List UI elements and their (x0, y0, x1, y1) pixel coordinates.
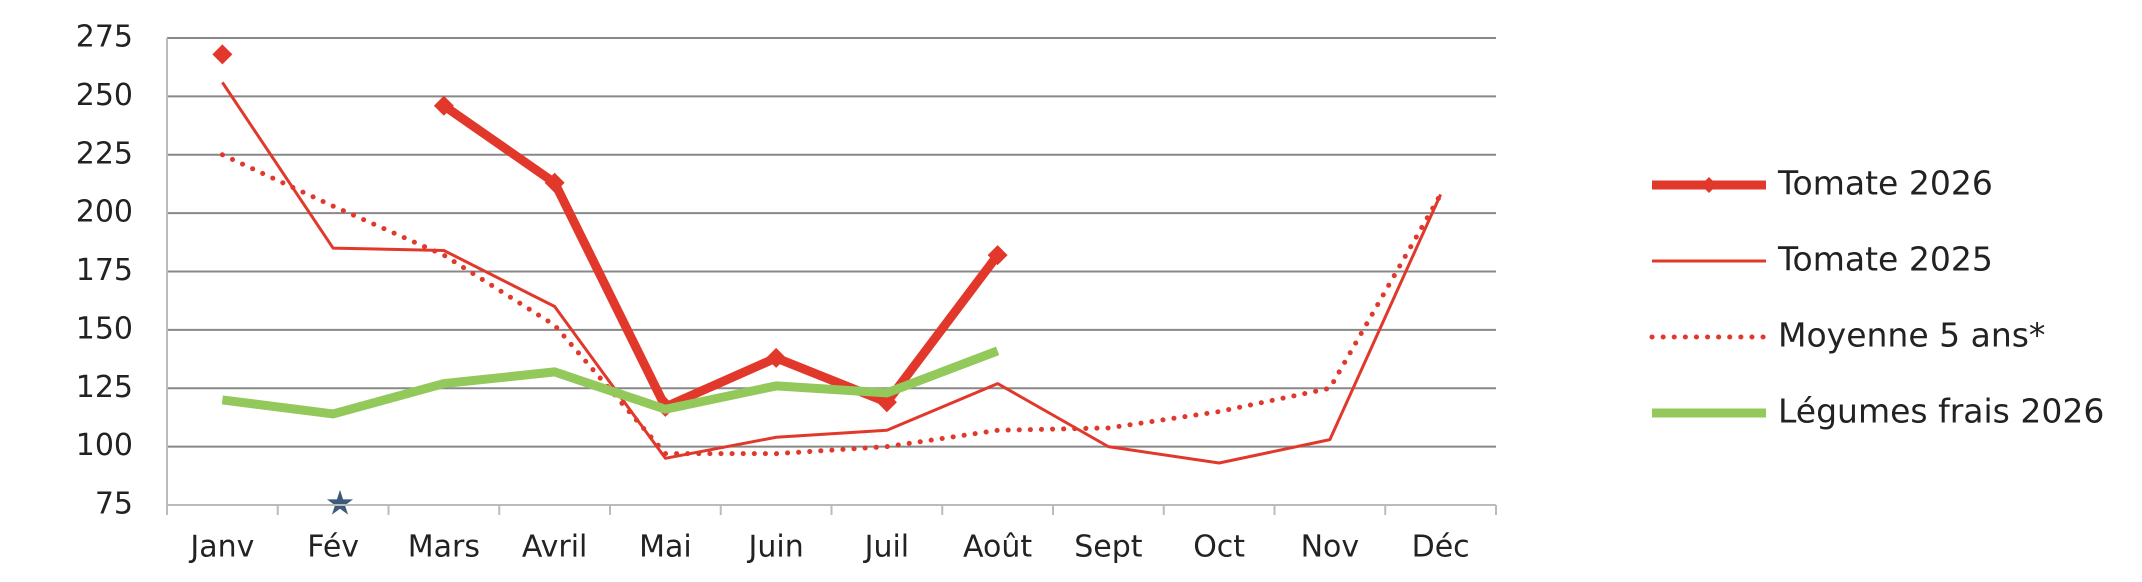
y-tick-label: 150 (76, 311, 133, 346)
legend-label: Tomate 2025 (1777, 240, 1993, 279)
y-tick-label: 275 (76, 20, 133, 55)
y-tick-label: 175 (76, 253, 133, 288)
y-tick-label: 125 (76, 370, 133, 405)
series-line (441, 102, 1002, 412)
series-line (219, 152, 1444, 457)
x-tick-label: Juil (863, 530, 910, 565)
legend-marker (1701, 177, 1717, 193)
x-tick-label: Mai (639, 530, 692, 565)
x-tick-label: Janv (188, 530, 254, 565)
y-tick-label: 100 (76, 428, 133, 463)
note-star: ★ (325, 484, 355, 524)
legend-label: Moyenne 5 ans* (1778, 316, 2045, 355)
y-tick-label: 200 (76, 195, 133, 230)
x-tick-label: Oct (1193, 530, 1245, 565)
x-tick-label: Mars (408, 530, 480, 565)
x-tick-label: Août (963, 530, 1032, 565)
data-marker (987, 245, 1008, 266)
series-line (221, 346, 1000, 419)
x-tick-label: Nov (1301, 530, 1360, 565)
y-tick-label: 225 (76, 136, 133, 171)
x-tick-label: Avril (522, 530, 588, 565)
data-marker (212, 44, 233, 65)
x-tick-label: Fév (307, 530, 359, 565)
x-tick-label: Sept (1074, 530, 1143, 565)
legend-label: Tomate 2026 (1777, 164, 1993, 203)
data-marker (766, 347, 787, 368)
x-tick-label: Déc (1412, 530, 1470, 565)
data-marker (876, 392, 897, 413)
series-line (221, 81, 1442, 465)
legend-label: Légumes frais 2026 (1778, 392, 2104, 431)
y-tick-label: 250 (76, 78, 133, 113)
data-marker (433, 95, 454, 116)
x-tick-label: Juin (747, 530, 804, 565)
data-marker (544, 172, 565, 193)
y-tick-label: 75 (95, 487, 133, 522)
